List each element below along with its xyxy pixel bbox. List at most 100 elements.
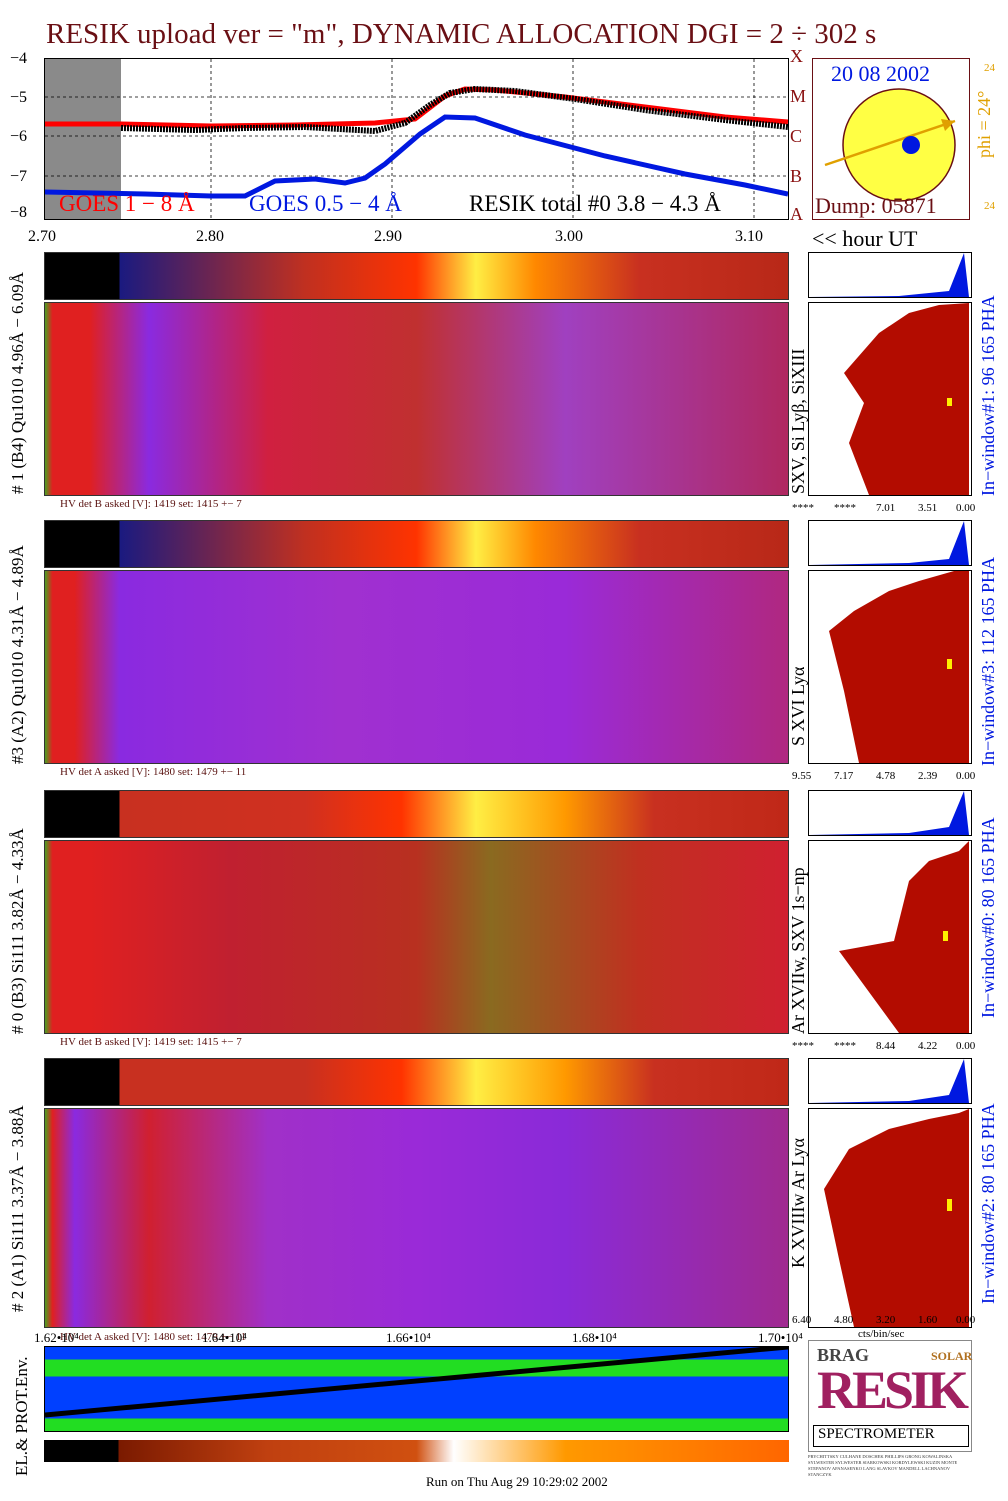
bottom-tick: 1.64•10⁴ bbox=[202, 1330, 247, 1345]
detector-3-spectrogram bbox=[44, 570, 789, 764]
logo-credits: PRYCHITTSKY CULHANE DOSCHEK PHILLIPS GRO… bbox=[808, 1454, 958, 1477]
x-tick: 2.70 bbox=[28, 228, 56, 245]
detector-1-lightcurve-strip bbox=[44, 252, 789, 300]
detector-2-lightcurve-strip bbox=[44, 1058, 789, 1106]
y-tick: −8 bbox=[10, 204, 28, 221]
detector-3-pha-main bbox=[808, 570, 972, 764]
sun-disk-graphic bbox=[824, 88, 956, 202]
dump-number: Dump: 05871 bbox=[815, 193, 937, 218]
plot-title: RESIK upload ver = "m", DYNAMIC ALLOCATI… bbox=[46, 18, 877, 50]
logo-small-right: SOLAR bbox=[931, 1349, 973, 1363]
side-value-bottom: 24 bbox=[984, 200, 995, 212]
class-letter-b: B bbox=[790, 166, 803, 186]
scale-value: 4.80 bbox=[834, 1314, 854, 1326]
detector-0-window-label: In−window#0: 80 165 PHA bbox=[978, 817, 998, 1018]
detector-1-hv-label: HV det B asked [V]: 1419 set: 1415 +− 7 bbox=[60, 498, 242, 510]
detector-3-line-label: S XVI Lyα bbox=[788, 666, 808, 746]
class-letter-m: M bbox=[790, 86, 807, 106]
detector-1-pha-main-hist bbox=[844, 303, 969, 495]
scale-value: 7.01 bbox=[876, 502, 896, 514]
side-value-top: 24 bbox=[984, 62, 995, 74]
y-tick: −4 bbox=[10, 50, 28, 67]
x-tick: 2.80 bbox=[196, 228, 224, 245]
detector-0-pha-main bbox=[808, 840, 972, 1034]
goes-short-label: GOES 0.5 − 4 Å bbox=[249, 191, 402, 216]
bottom-tick: 1.66•10⁴ bbox=[386, 1330, 431, 1345]
scale-value: **** bbox=[834, 1040, 856, 1052]
resik-logo: BRAG RESIK SOLAR SPECTROMETER bbox=[808, 1340, 972, 1452]
goes-long-curve bbox=[45, 86, 788, 129]
scale-value: 7.17 bbox=[834, 770, 854, 782]
scale-value: 0.00 bbox=[956, 770, 976, 782]
detector-2-window-label: In−window#2: 80 165 PHA bbox=[978, 1103, 998, 1304]
scale-value: 4.22 bbox=[918, 1040, 938, 1052]
logo-main-letters: RESIK bbox=[817, 1360, 969, 1420]
detector-1-window-label: In−window#1: 96 165 PHA bbox=[978, 295, 998, 496]
env-trend-line bbox=[45, 1347, 788, 1418]
footer-run-time: Run on Thu Aug 29 10:29:02 2002 bbox=[426, 1474, 608, 1489]
color-bar bbox=[44, 1440, 789, 1462]
detector-1-line-label: SXV, Si Lyβ, SiXIII bbox=[788, 348, 808, 494]
detector-1-scale: **** **** 7.01 3.51 0.00 bbox=[792, 502, 982, 516]
scale-value: **** bbox=[792, 1040, 814, 1052]
y-tick: −5 bbox=[10, 89, 28, 106]
scale-value: 0.00 bbox=[956, 1314, 976, 1326]
detector-1-left-label: # 1 (B4) Qu1010 4.96Å − 6.09Å bbox=[8, 271, 27, 494]
env-panel bbox=[44, 1346, 789, 1432]
detector-2-left-label: # 2 (A1) Si111 3.37Å − 3.88Å bbox=[8, 1105, 27, 1312]
sun-disk bbox=[842, 88, 956, 202]
detector-0-pha-main-hist bbox=[839, 841, 969, 1033]
detector-3-lightcurve-strip bbox=[44, 520, 789, 568]
resik-total-label: RESIK total #0 3.8 − 4.3 Å bbox=[469, 191, 721, 216]
class-letter-x: X bbox=[790, 46, 803, 66]
detector-0-hv-label: HV det B asked [V]: 1419 set: 1415 +− 7 bbox=[60, 1036, 242, 1048]
bottom-tick: 1.68•10⁴ bbox=[572, 1330, 617, 1345]
scale-value: 3.51 bbox=[918, 502, 938, 514]
goes-long-label: GOES 1 − 8 Å bbox=[59, 191, 195, 216]
scale-unit-label: cts/bin/sec bbox=[858, 1328, 905, 1340]
detector-2-hv-label: HV det A asked [V]: 1480 set: 1479 +− 11 bbox=[60, 1331, 247, 1343]
detector-0-pha-top bbox=[808, 790, 972, 836]
bottom-tick: 1.70•10⁴ bbox=[758, 1330, 803, 1345]
scale-value: 6.40 bbox=[792, 1314, 812, 1326]
x-unit-label: << hour UT bbox=[812, 226, 918, 251]
logo-small-top: BRAG bbox=[817, 1345, 870, 1365]
observation-date: 20 08 2002 bbox=[831, 61, 930, 86]
detector-3-pha-top-hist bbox=[809, 521, 969, 565]
y-tick: −6 bbox=[10, 128, 28, 145]
scale-value: 4.78 bbox=[876, 770, 896, 782]
scale-value: 1.60 bbox=[918, 1314, 938, 1326]
flare-position-marker bbox=[902, 136, 920, 154]
lightcurve-panel: GOES 1 − 8 Å GOES 0.5 − 4 Å RESIK total … bbox=[44, 58, 789, 220]
detector-2-spectrogram bbox=[44, 1108, 789, 1328]
detector-0-scale: **** **** 8.44 4.22 0.00 bbox=[792, 1040, 982, 1054]
detector-3-window-label: In−window#3: 112 165 PHA bbox=[978, 557, 998, 766]
detector-2-scale: 6.40 4.80 3.20 1.60 0.00 bbox=[792, 1314, 982, 1328]
y-tick: −7 bbox=[10, 168, 28, 185]
scale-value: **** bbox=[792, 502, 814, 514]
scale-value: 9.55 bbox=[792, 770, 812, 782]
detector-3-scale: 9.55 7.17 4.78 2.39 0.00 bbox=[792, 770, 982, 784]
detector-2-pha-main bbox=[808, 1108, 972, 1328]
lightcurve-plot bbox=[45, 59, 788, 219]
detector-2-line-label: K XVIIIw Ar Lyα bbox=[788, 1138, 808, 1268]
class-letter-c: C bbox=[790, 126, 803, 146]
detector-3-pha-top bbox=[808, 520, 972, 566]
goes-short-curve bbox=[45, 114, 788, 199]
scale-value: 0.00 bbox=[956, 502, 976, 514]
detector-0-line-label: Ar XVIIw, SXV 1s−np bbox=[788, 867, 808, 1034]
detector-3-hv-label: HV det A asked [V]: 1480 set: 1479 +− 11 bbox=[60, 766, 247, 778]
scale-value: 3.20 bbox=[876, 1314, 896, 1326]
logo-caption-box: SPECTROMETER bbox=[813, 1425, 969, 1447]
class-letter-a: A bbox=[790, 204, 803, 224]
detector-2-pha-top-hist bbox=[809, 1059, 969, 1103]
detector-1-pha-main bbox=[808, 302, 972, 496]
detector-1-pha-top bbox=[808, 252, 972, 298]
env-panel-label: EL.& PROT.Env. bbox=[12, 1356, 31, 1476]
detector-0-lightcurve-strip bbox=[44, 790, 789, 838]
lightcurve-grid bbox=[45, 59, 788, 219]
bottom-tick: 1.62•10⁴ bbox=[34, 1330, 79, 1345]
orientation-arrow bbox=[941, 119, 955, 131]
phi-label: phi = 24° bbox=[974, 90, 994, 158]
detector-2-pha-top bbox=[808, 1058, 972, 1104]
